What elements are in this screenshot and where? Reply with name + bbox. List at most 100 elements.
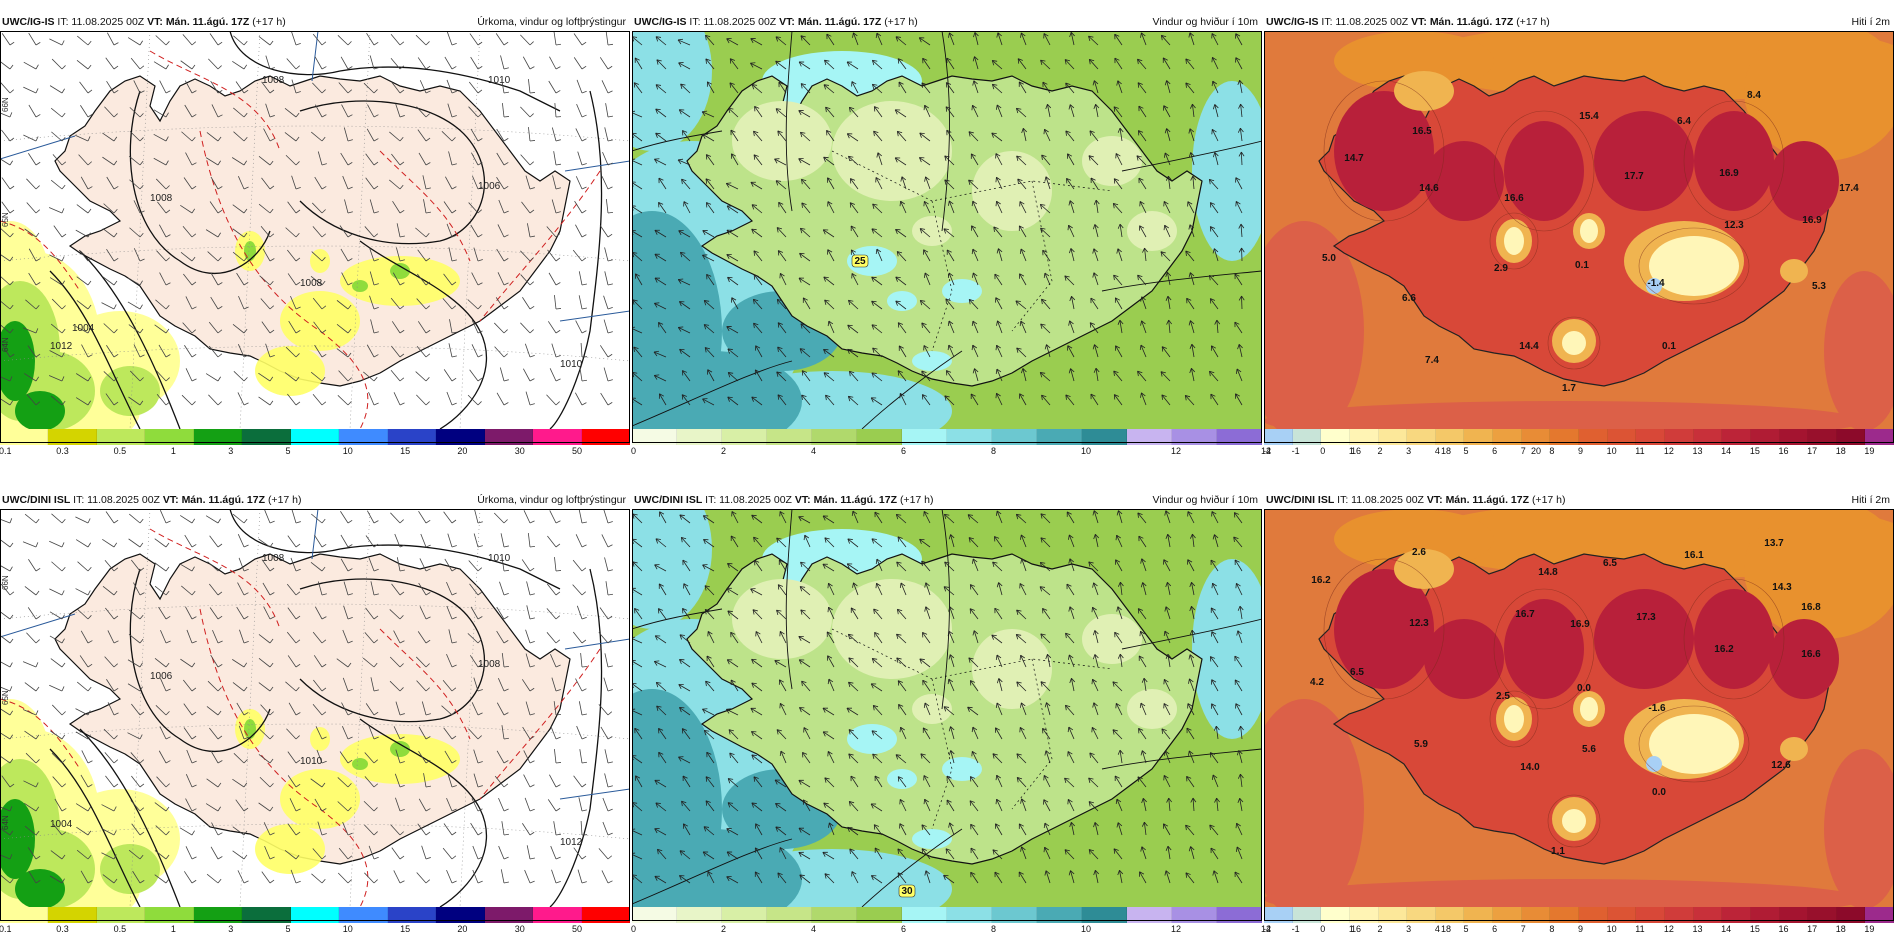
wind-calm-area: [732, 579, 1177, 729]
legend-swatch: [1865, 907, 1895, 923]
legend-swatch: [1750, 429, 1780, 445]
panel-header: UWC/DINI ISL IT: 11.08.2025 00Z VT: Mán.…: [632, 492, 1262, 508]
temperature-value-label: 8.4: [1747, 90, 1761, 101]
temp-hot-area: [1334, 569, 1839, 699]
legend-tick-label: 6: [901, 446, 907, 456]
iceland-land: [54, 553, 571, 865]
legend-swatch: [1836, 907, 1866, 923]
legend-swatch: [96, 429, 146, 445]
legend-tick-label: 14: [1721, 924, 1732, 934]
temperature-value-label: -1.4: [1647, 278, 1665, 289]
legend-tick-label: 16: [1351, 924, 1362, 934]
map-area[interactable]: 25: [632, 31, 1262, 429]
map-area[interactable]: 1008 1010 1008 1006 1008 1010 1012 1004 66N 65N 64…: [0, 31, 630, 429]
map-area[interactable]: 30: [632, 509, 1262, 907]
legend-swatch: [1037, 907, 1082, 923]
legend-swatch: [1264, 907, 1293, 923]
temp-cold-glacier: [1504, 697, 1739, 833]
isobars: [49, 509, 603, 907]
legend-tick-label: 1: [170, 446, 176, 456]
temperature-value-label: 1.7: [1562, 383, 1576, 394]
legend-swatch: [0, 429, 49, 445]
valid-time: Mán. 11.ágú. 17Z: [813, 494, 898, 506]
temperature-value-label: 12.6: [1771, 760, 1791, 771]
temp-sea-red-area: [1264, 221, 1894, 429]
temperature-contours: [1323, 558, 1785, 848]
legend-tick-label: 20: [1531, 446, 1542, 456]
forecast-panel-temp: UWC/IG-IS IT: 11.08.2025 00Z VT: Mán. 11…: [1263, 14, 1895, 476]
legend-tick-label: 0.1: [0, 446, 12, 456]
legend-tick-label: 30: [514, 924, 525, 934]
legend-tick-label: 0: [631, 446, 637, 456]
temperature-value-label: 1.1: [1551, 846, 1565, 857]
iceland-land: [54, 75, 571, 387]
panel-header: UWC/IG-IS IT: 11.08.2025 00Z VT: Mán. 11…: [632, 14, 1262, 30]
legend-tick-label: 6: [901, 924, 907, 934]
legend-swatch: [339, 429, 388, 445]
legend-tick-label: -2: [1263, 924, 1272, 934]
legend-swatch: [145, 907, 194, 923]
temperature-value-label: 14.4: [1519, 341, 1539, 352]
temperature-value-label: -1.6: [1648, 703, 1666, 714]
legend-swatch: [1349, 907, 1379, 923]
map-area[interactable]: 2.6 13.7 16.1 6.5 14.8 16.2 14.3 16.8 12.3 16.7 16…: [1264, 509, 1894, 907]
isobar-label: 1008: [262, 75, 285, 86]
legend-tick-label: 1: [170, 924, 176, 934]
temperature-value-label: 12.3: [1409, 618, 1429, 629]
forecast-panel-temp: UWC/DINI ISL IT: 11.08.2025 00Z VT: Mán.…: [1263, 492, 1895, 950]
wind-land-medium: [847, 724, 982, 849]
model-name: UWC/IG-IS: [2, 16, 55, 28]
temperature-value-label: 17.3: [1636, 612, 1656, 623]
district-borders: [831, 628, 1113, 830]
panel-title: Vindur og hviður í 10m: [1152, 494, 1258, 506]
temperature-value-label: 0.0: [1577, 683, 1591, 694]
legend-swatch: [1378, 429, 1408, 445]
legend-swatch: [242, 907, 291, 923]
temperature-value-label: 16.5: [1412, 126, 1432, 137]
legend-ticks: 0.1 0.3 0.5 1 3 5 10 15 20 30 50: [0, 924, 630, 936]
latitude-label: 64N: [1, 337, 10, 352]
model-name: UWC/DINI ISL: [634, 494, 703, 506]
valid-time: Mán. 11.ágú. 17Z: [797, 16, 882, 28]
legend-swatch: [1264, 429, 1293, 445]
legend-swatch: [581, 907, 631, 923]
legend-tick-label: 0: [631, 924, 637, 934]
temperature-value-label: 16.2: [1714, 644, 1734, 655]
legend-tick-label: 3: [1406, 446, 1412, 456]
legend-swatch: [1349, 429, 1379, 445]
legend-swatch: [242, 429, 291, 445]
legend-swatch: [581, 429, 631, 445]
legend-tick-label: 16: [1778, 924, 1789, 934]
legend-swatch: [1579, 907, 1608, 923]
temp-cold-glacier: [1504, 219, 1739, 355]
map-area[interactable]: 8.4 15.4 6.4 16.5 14.7 14.6 16.6 17.7 16.9 17.4 12…: [1264, 31, 1894, 429]
color-legend-bar: [0, 907, 631, 923]
panel-title: Úrkoma, vindur og loftþrýstingur: [477, 16, 626, 28]
legend-swatch: [1722, 907, 1751, 923]
legend-swatch: [1607, 429, 1637, 445]
legend-swatch: [1082, 907, 1127, 923]
valid-time-label: VT:: [779, 16, 795, 28]
forecast-panel-precip: UWC/DINI ISL IT: 11.08.2025 00Z VT: Mán.…: [0, 492, 631, 950]
legend-tick-label: 7: [1520, 924, 1526, 934]
map-canvas: 2.6 13.7 16.1 6.5 14.8 16.2 14.3 16.8 12.3 16.7 16…: [1264, 509, 1894, 907]
map-area[interactable]: 1008 1010 1006 1008 1010 1012 1004 66N 65N 64N: [0, 509, 630, 907]
legend-tick-label: 12: [1171, 446, 1182, 456]
legend-tick-label: 1: [1348, 446, 1354, 456]
legend-swatch: [484, 907, 534, 923]
legend-swatch: [193, 907, 243, 923]
isobar-label: 1008: [150, 193, 173, 204]
legend-swatch: [1127, 429, 1172, 445]
legend-tick-label: 13: [1692, 924, 1703, 934]
panel-title: Hiti í 2m: [1851, 16, 1890, 28]
legend-tick-label: 30: [514, 446, 525, 456]
model-name: UWC/DINI ISL: [2, 494, 71, 506]
legend-swatch: [1808, 429, 1837, 445]
legend-tick-label: 10: [1606, 924, 1617, 934]
temperature-value-label: 5.0: [1322, 253, 1336, 264]
valid-time: Mán. 11.ágú. 17Z: [1445, 494, 1530, 506]
wind-barbs: [0, 509, 614, 884]
valid-time: Mán. 11.ágú. 17Z: [165, 16, 250, 28]
legend-tick-label: 12: [1663, 446, 1674, 456]
legend-tick-label: 8: [1549, 446, 1555, 456]
